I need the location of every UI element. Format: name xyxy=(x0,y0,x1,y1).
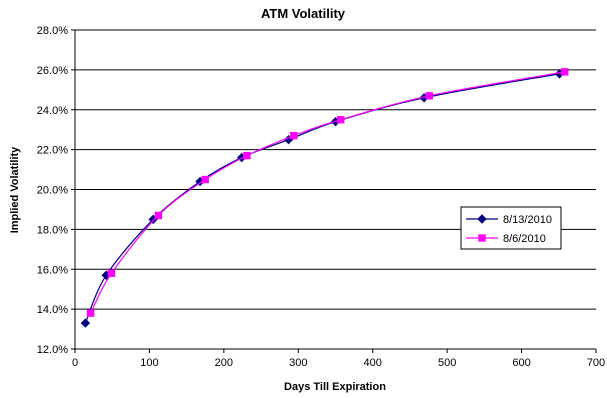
y-tick-label: 20.0% xyxy=(37,185,68,197)
y-tick-label: 24.0% xyxy=(37,105,68,117)
data-point xyxy=(561,68,569,76)
series-1 xyxy=(80,69,565,328)
x-tick-label: 0 xyxy=(72,357,78,369)
legend-label: 8/6/2010 xyxy=(503,233,546,245)
legend-marker xyxy=(477,214,487,224)
axes: 12.0% 14.0% 16.0% 18.0% 20.0% 22.0% 24.0% 26.0%… xyxy=(37,25,605,369)
chart-title: ATM Volatility xyxy=(261,6,346,21)
x-tick-label: 500 xyxy=(438,357,456,369)
y-tick-label: 12.0% xyxy=(37,344,68,356)
data-point xyxy=(201,175,209,184)
x-tick-label: 200 xyxy=(215,357,233,369)
y-tick-label: 14.0% xyxy=(37,304,68,316)
x-axis-label: Days Till Expiration xyxy=(284,381,386,393)
data-point xyxy=(154,211,163,220)
y-tick-label: 26.0% xyxy=(37,65,68,77)
x-tick-label: 100 xyxy=(140,357,158,369)
y-tick-label: 18.0% xyxy=(37,224,68,236)
data-point xyxy=(80,318,91,328)
y-tick-label: 16.0% xyxy=(37,264,68,276)
data-point xyxy=(337,116,345,124)
data-point xyxy=(86,309,95,317)
y-axis-label: Implied Volatility xyxy=(9,146,21,233)
legend: 8/13/2010 8/6/2010 xyxy=(460,206,562,250)
data-point xyxy=(243,151,251,160)
legend-items: 8/13/2010 8/6/2010 xyxy=(466,214,552,245)
grid xyxy=(75,29,596,350)
x-tick-label: 300 xyxy=(289,357,307,369)
y-tick-label: 22.0% xyxy=(37,145,68,157)
legend-item: 8/13/2010 xyxy=(466,214,552,226)
legend-label: 8/13/2010 xyxy=(503,214,552,226)
legend-box xyxy=(460,206,562,250)
data-point xyxy=(107,269,116,277)
legend-item: 8/6/2010 xyxy=(466,233,546,245)
y-tick-label: 28.0% xyxy=(37,25,68,37)
series-2 xyxy=(86,68,569,317)
series-line xyxy=(90,71,565,314)
series-line xyxy=(84,73,560,324)
x-tick-label: 700 xyxy=(587,357,605,369)
series xyxy=(80,68,569,328)
data-point xyxy=(425,92,433,100)
x-tick-label: 400 xyxy=(364,357,382,369)
legend-marker xyxy=(478,234,486,242)
data-point xyxy=(290,131,298,140)
x-tick-label: 600 xyxy=(512,357,530,369)
